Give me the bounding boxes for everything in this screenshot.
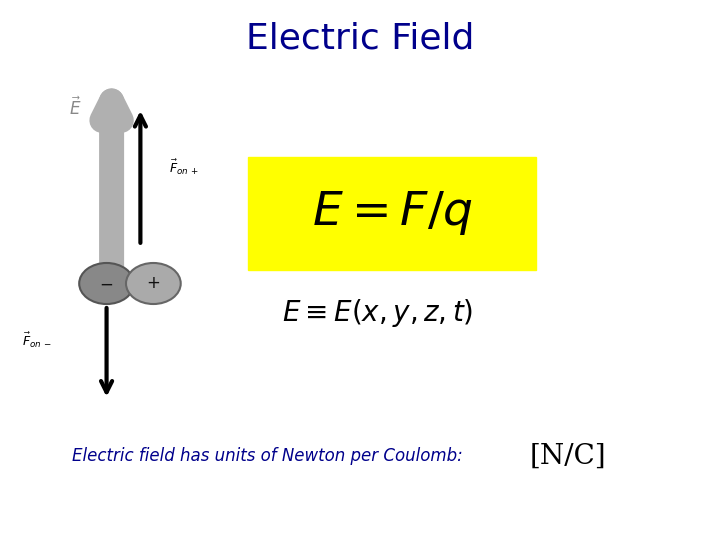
Text: $E = F/q$: $E = F/q$: [312, 190, 473, 237]
Text: $\vec{F}_{on\,-}$: $\vec{F}_{on\,-}$: [22, 330, 51, 350]
Text: [N/C]: [N/C]: [529, 443, 606, 470]
Text: $+$: $+$: [146, 274, 161, 293]
Text: $\vec{F}_{on\,+}$: $\vec{F}_{on\,+}$: [169, 158, 199, 177]
Text: $\vec{E}$: $\vec{E}$: [69, 97, 82, 119]
Text: $E \equiv E(x, y, z, t)$: $E \equiv E(x, y, z, t)$: [282, 297, 474, 329]
FancyBboxPatch shape: [248, 157, 536, 270]
Text: $-$: $-$: [99, 274, 114, 293]
Text: Electric field has units of Newton per Coulomb:: Electric field has units of Newton per C…: [72, 447, 463, 465]
Circle shape: [79, 263, 134, 304]
Circle shape: [126, 263, 181, 304]
Text: Electric Field: Electric Field: [246, 22, 474, 56]
